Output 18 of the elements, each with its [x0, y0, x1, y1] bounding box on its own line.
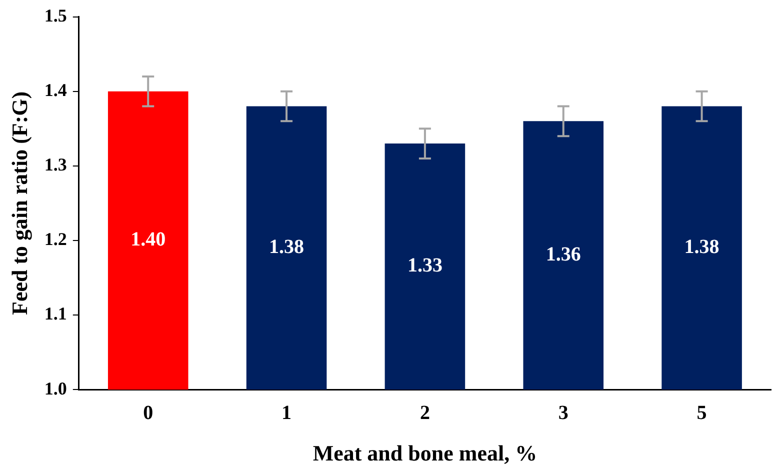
data-label: 1.40	[130, 228, 166, 251]
x-tick-label: 0	[143, 402, 154, 424]
y-tick-label: 1.5	[44, 5, 67, 26]
y-tick-label: 1.2	[44, 229, 67, 250]
y-tick-label: 1.4	[44, 80, 67, 100]
data-label: 1.38	[684, 236, 720, 258]
data-label: 1.36	[546, 244, 581, 266]
data-label: 1.33	[407, 254, 442, 277]
x-axis-title: Meat and bone meal, %	[312, 440, 538, 466]
x-tick-label: 3	[558, 402, 568, 424]
y-tick-label: 1.0	[44, 378, 67, 398]
x-tick-label: 5	[696, 402, 707, 424]
y-tick-label: 1.1	[44, 304, 67, 324]
y-axis-title: Feed to gain ratio (F:G)	[6, 91, 32, 316]
y-tick-label: 1.3	[44, 154, 67, 175]
x-tick-label: 2	[420, 402, 430, 424]
data-label: 1.38	[269, 236, 304, 258]
x-tick-label: 1	[282, 402, 292, 424]
